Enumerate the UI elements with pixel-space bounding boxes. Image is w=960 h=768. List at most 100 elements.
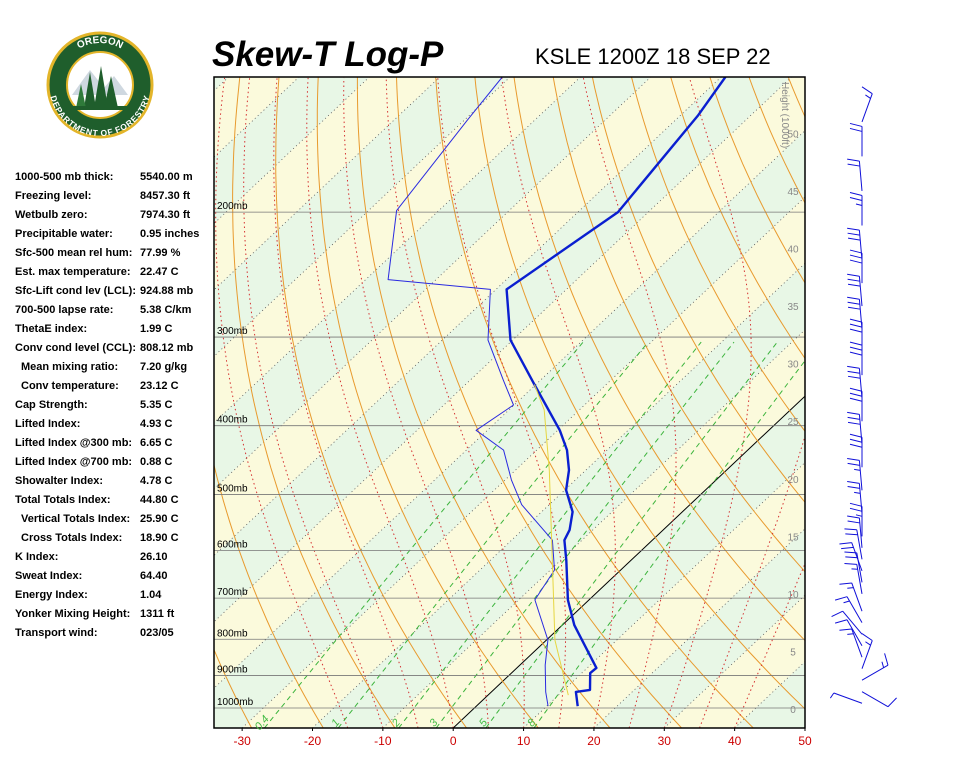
isotherm-band (312, 263, 805, 728)
stat-value: 4.93 C (140, 418, 172, 430)
logo-tree (84, 72, 96, 108)
stat-value: 22.47 C (140, 266, 179, 278)
wind-barb (849, 502, 863, 537)
profile-line (505, 77, 727, 707)
logo-text: OREGON (75, 35, 124, 51)
labels: 0.4 1 2 3 5 81000mb900mb800mb700mb600mb500mb4… (217, 82, 897, 748)
x-tick-label: -10 (374, 734, 392, 748)
dry-adiabat (513, 77, 805, 642)
stat-label: Precipitable water: (15, 228, 113, 240)
chart-title: Skew-T Log-P (212, 35, 444, 74)
wind-barb (844, 528, 863, 560)
height-tick-label: 10 (787, 590, 799, 601)
stat-label: Cross Totals Index: (21, 532, 122, 544)
x-tick-label: 20 (587, 734, 601, 748)
dry-adiabat (670, 77, 805, 360)
stat-value: 64.40 (140, 570, 168, 582)
wind-barb (847, 158, 863, 192)
dry-adiabat (748, 77, 805, 204)
stat-value: 44.80 C (140, 494, 179, 506)
isotherm-band (214, 77, 440, 290)
wind-barb (834, 619, 863, 646)
dry-adiabat (709, 77, 805, 284)
isotherm (804, 727, 805, 728)
stat-label: K Index: (15, 551, 58, 563)
wind-barb (847, 480, 863, 514)
dry-adiabat (906, 77, 960, 728)
wind-barb (831, 610, 863, 635)
x-tick-label: 30 (658, 734, 672, 748)
wind-barb (849, 318, 863, 353)
height-tick-label: 35 (787, 302, 799, 313)
dry-adiabat (787, 77, 805, 119)
height-axis-label: Height (1000ft) (779, 82, 790, 148)
x-tick-label: 40 (728, 734, 742, 748)
dry-adiabat (945, 77, 960, 728)
mixing-ratio-line (435, 341, 735, 728)
moist-adiabat (306, 77, 454, 728)
logo-mountain (72, 70, 128, 95)
moist-adiabat (215, 77, 349, 728)
wind-barb (849, 249, 863, 284)
dry-adiabat (214, 462, 324, 728)
dry-adiabat (435, 77, 754, 728)
stat-label: ThetaE index: (15, 323, 87, 335)
x-tick-label: 50 (798, 734, 812, 748)
y-tick-label: 600mb (217, 540, 248, 551)
height-tick-label: 40 (787, 245, 799, 256)
stat-value: 5540.00 m (140, 171, 193, 183)
isotherm-band (382, 329, 805, 728)
isotherm-band (214, 77, 229, 91)
logo-tree (76, 84, 86, 108)
stat-label: Showalter Index: (15, 475, 103, 487)
plot-frame (213, 76, 806, 729)
stat-label: 700-500 lapse rate: (15, 304, 113, 316)
wind-barb (847, 457, 863, 491)
dry-adiabat (827, 77, 960, 728)
wind-barb (861, 633, 873, 669)
stat-label: Wetbulb zero: (15, 209, 88, 221)
x-tick-label: 0 (450, 734, 457, 748)
moist-adiabat (663, 77, 752, 728)
wind-barb (839, 628, 863, 658)
stat-value: 23.12 C (140, 380, 179, 392)
stat-value: 77.99 % (140, 247, 181, 259)
stat-value: 023/05 (140, 627, 174, 639)
stat-label: Vertical Totals Index: (21, 513, 130, 525)
wind-barb (861, 86, 873, 123)
stat-label: Lifted Index @300 mb: (15, 437, 132, 449)
x-tick-label: -20 (304, 734, 322, 748)
stat-value: 7.20 g/kg (140, 361, 187, 373)
wind-barb (847, 273, 863, 307)
height-tick-label: 0 (790, 705, 796, 716)
height-tick-label: 15 (787, 532, 799, 543)
zero-isotherm (452, 395, 805, 728)
moist-adiabat (273, 77, 419, 728)
y-tick-label: 900mb (217, 665, 248, 676)
mixing-ratio-line (337, 341, 649, 728)
wind-barb (849, 341, 863, 376)
dry-adiabat (316, 77, 539, 728)
isotherm-band (214, 77, 370, 224)
wind-barb (844, 562, 863, 594)
stat-label: Est. max temperature: (15, 266, 131, 278)
moist-adiabat (734, 562, 805, 728)
y-tick-label: 300mb (217, 326, 248, 337)
dry-adiabat (631, 77, 805, 433)
y-tick-label: 200mb (217, 201, 248, 212)
stat-label: Mean mixing ratio: (21, 361, 118, 373)
stat-label: Yonker Mixing Height: (15, 608, 130, 620)
stat-label: Sfc-500 mean rel hum: (15, 247, 132, 259)
stat-value: 8457.30 ft (140, 190, 190, 202)
dry-adiabat (552, 77, 805, 573)
height-tick-label: 50 (787, 129, 799, 140)
height-tick-label: 25 (787, 417, 799, 428)
dry-adiabat (275, 77, 468, 728)
moist-adiabat (243, 77, 384, 728)
moist-adiabat (437, 77, 567, 728)
stat-label: Conv temperature: (21, 380, 119, 392)
stat-label: 1000-500 mb thick: (15, 171, 113, 183)
y-tick-label: 1000mb (217, 697, 254, 708)
